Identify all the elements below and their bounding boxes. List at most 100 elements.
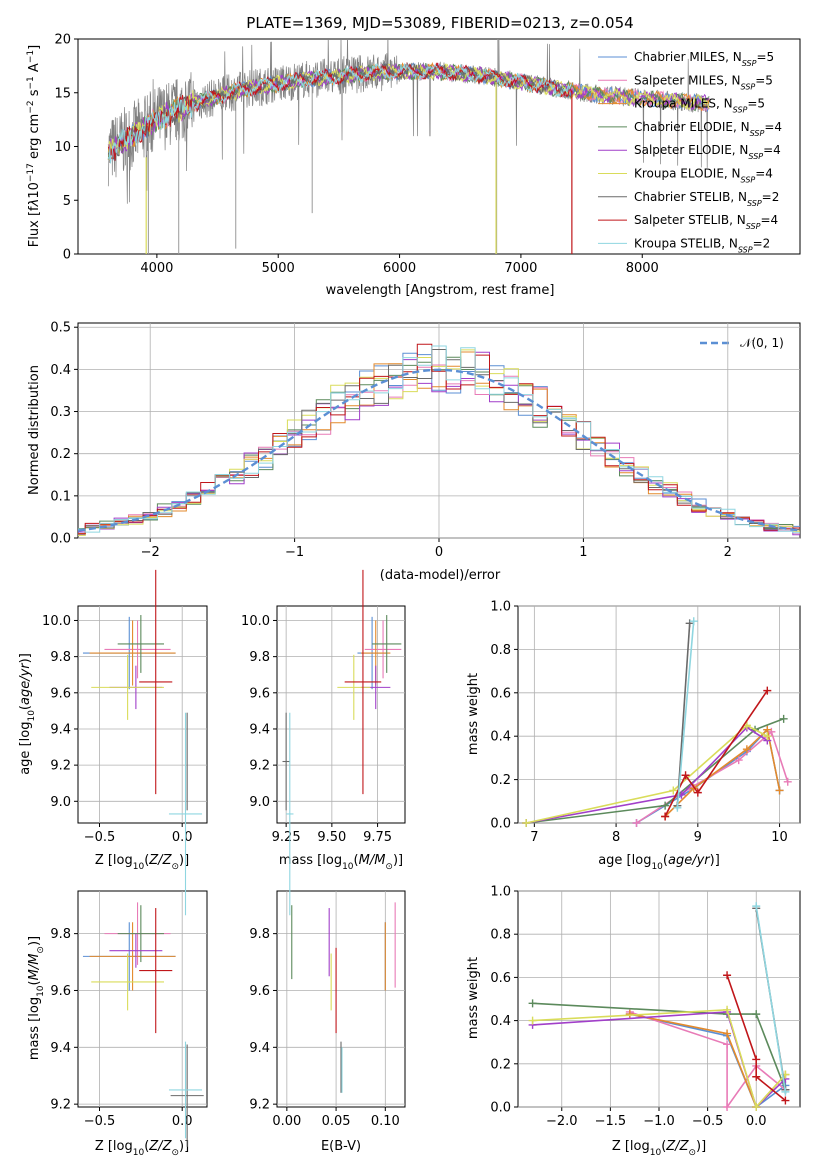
tick-label-x: 9.50 [317, 830, 346, 845]
tick-label-y: 0.0 [50, 532, 71, 547]
tick-label-y: 20 [54, 33, 71, 48]
model-spectrum-kroupa-elodie [107, 63, 710, 155]
series-marker [781, 1087, 790, 1096]
tick-label-x: 8 [612, 830, 620, 845]
tick-label-x: 9.75 [363, 830, 392, 845]
legend-item-chabrier-stelib: Chabrier STELIB, NSSP=2 [598, 190, 779, 208]
series-marker [522, 819, 531, 827]
tick-label-x: 0 [435, 545, 443, 560]
mass-vs-extinction-frame [276, 890, 406, 1108]
series-marker [723, 1103, 732, 1111]
series-marker [669, 786, 678, 795]
series-marker [752, 1010, 761, 1019]
series-marker [752, 1055, 761, 1064]
model-spectrum-kroupa-stelib [107, 62, 572, 164]
weight-vs-metallicity-xlabel: Z [log10(Z/Z⊙)] [612, 1139, 706, 1158]
tick-label-y: 9.8 [50, 927, 71, 942]
tick-label-x: 5000 [262, 261, 295, 276]
mass-vs-metallicity-xlabel: Z [log10(Z/Z⊙)] [95, 1139, 189, 1158]
series-kroupa-elodie [528, 1005, 790, 1111]
legend-item-salpeter-elodie: Salpeter ELODIE, NSSP=4 [598, 143, 781, 161]
tick-label-x: 7000 [504, 261, 537, 276]
tick-label-y: 9.6 [50, 984, 71, 999]
point-kroupa-stelib [168, 712, 203, 916]
point-chabrier-elodie [117, 615, 164, 673]
series-line [726, 974, 786, 1102]
tick-label-y: 0.6 [490, 971, 511, 986]
spectrum-lines [107, 39, 710, 254]
tick-label-x: 0.10 [371, 1114, 400, 1129]
series-marker [781, 1096, 790, 1105]
series-marker [625, 1010, 634, 1019]
mass-vs-metallicity-frame [77, 890, 208, 1108]
tick-label-x: −0.5 [84, 1114, 116, 1129]
age-vs-mass-frame [276, 605, 406, 824]
point-salpeter-stelib [139, 908, 173, 1034]
tick-label-y: 0.2 [490, 773, 511, 788]
model-spectrum-salpeter-stelib [107, 61, 572, 161]
point-chabrier-stelib [282, 712, 290, 811]
point-salpeter-stelib [344, 569, 382, 795]
series-marker [528, 999, 537, 1008]
series-line [526, 724, 768, 824]
tick-label-y: 0.5 [50, 321, 71, 336]
point-chabrier-elodie [372, 615, 402, 673]
series-line [526, 726, 768, 824]
tick-label-y: 0.3 [50, 405, 71, 420]
tick-label-x: −0.5 [692, 1114, 724, 1129]
point-chabrier-stelib [170, 1044, 204, 1147]
point-kroupa-elodie [91, 654, 164, 720]
series-marker [723, 1029, 732, 1038]
tick-label-x: −2.0 [546, 1114, 578, 1129]
series-line [532, 1008, 786, 1109]
age-vs-metallicity-xlabel: Z [log10(Z/Z⊙)] [95, 853, 189, 872]
tick-label-x: −2 [141, 545, 160, 560]
age-vs-metallicity-frame [77, 605, 208, 824]
tick-label-y: 0.8 [490, 643, 511, 658]
series-marker [693, 788, 702, 797]
legend-item-chabrier-miles: Chabrier MILES, NSSP=5 [598, 50, 774, 68]
series-marker [752, 902, 761, 911]
tick-label-x: −1.0 [643, 1114, 675, 1129]
legend-item-kroupa-miles: Kroupa MILES, NSSP=5 [598, 97, 765, 114]
series-marker [779, 714, 788, 723]
tick-label-x: 8000 [626, 261, 659, 276]
series-salpeter-stelib [723, 971, 790, 1105]
series-marker [734, 756, 743, 765]
mass-vs-Z-points [82, 902, 204, 1147]
series-marker [723, 971, 732, 980]
tick-label-y: 5 [63, 194, 71, 209]
age-vs-mass-axes: 9.25 9.50 9.75 9.0 9.2 9.4 9.6 9.8 10.0 [241, 606, 405, 845]
age-vs-mass-xlabel: mass [log10(M/M⊙)] [279, 853, 403, 872]
series-marker [661, 801, 670, 810]
tick-label-x: 1 [579, 545, 587, 560]
series-marker [673, 803, 682, 812]
series-marker [661, 812, 670, 821]
tick-label-y: 0.2 [490, 1057, 511, 1072]
series-marker [752, 1072, 761, 1081]
tick-label-x: 10 [771, 830, 788, 845]
tick-label-y: 0.4 [490, 730, 511, 745]
age-vs-metallicity-ylabel: age [log10(age/yr)] [18, 653, 37, 775]
weight-vs-age-xlabel: age [log10(age/yr)] [598, 853, 720, 872]
tick-label-x: −1.5 [595, 1114, 627, 1129]
legend-item-chabrier-elodie: Chabrier ELODIE, NSSP=4 [598, 120, 782, 137]
age-vs-mass-points [282, 569, 402, 916]
mass-vs-extinction-panel: E(B-V) [276, 890, 406, 1154]
legend-label: Chabrier STELIB, NSSP=2 [634, 190, 779, 208]
point-salpeter-miles [364, 620, 402, 679]
gaussian-legend-label: 𝒩(0, 1) [740, 336, 784, 350]
series-marker [742, 745, 751, 754]
tick-label-y: 0.4 [490, 1014, 511, 1029]
series-marker [783, 777, 792, 786]
series-marker [685, 619, 694, 628]
spectrum-ylabel: Flux [fλ10−17 erg cm−2 s−1 A−1] [26, 45, 42, 247]
series-kroupa-elodie [522, 721, 772, 827]
tick-label-y: 0.2 [50, 447, 71, 462]
tick-label-y: 15 [54, 86, 71, 101]
gaussian-curve [78, 368, 800, 532]
tick-label-y: 10.0 [42, 614, 71, 629]
legend-item-salpeter-miles: Salpeter MILES, NSSP=5 [598, 73, 773, 91]
tick-label-x: 9 [694, 830, 702, 845]
